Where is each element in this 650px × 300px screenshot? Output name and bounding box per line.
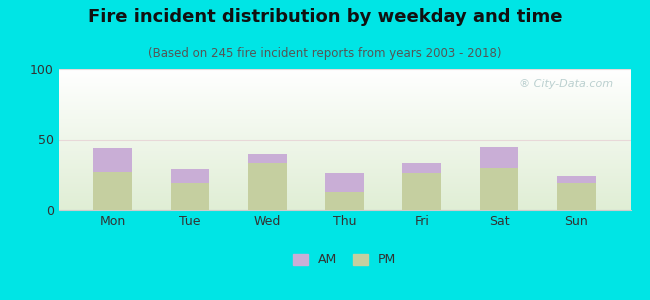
Bar (480, 168, 519, 210)
Bar (170, 183, 209, 210)
Text: (Based on 245 fire incident reports from years 2003 - 2018): (Based on 245 fire incident reports from… (148, 46, 502, 59)
Bar (170, 169, 209, 183)
Bar (480, 146, 519, 168)
Legend: AM, PM: AM, PM (288, 248, 401, 272)
Bar (248, 164, 287, 210)
Bar (557, 176, 595, 183)
Bar (402, 173, 441, 210)
Bar (94, 148, 132, 172)
Bar (402, 164, 441, 173)
Bar (557, 183, 595, 210)
Bar (325, 192, 364, 210)
Bar (94, 172, 132, 210)
Bar (248, 154, 287, 164)
Text: ® City-Data.com: ® City-Data.com (519, 79, 614, 89)
Text: Fire incident distribution by weekday and time: Fire incident distribution by weekday an… (88, 8, 562, 26)
Bar (325, 173, 364, 192)
